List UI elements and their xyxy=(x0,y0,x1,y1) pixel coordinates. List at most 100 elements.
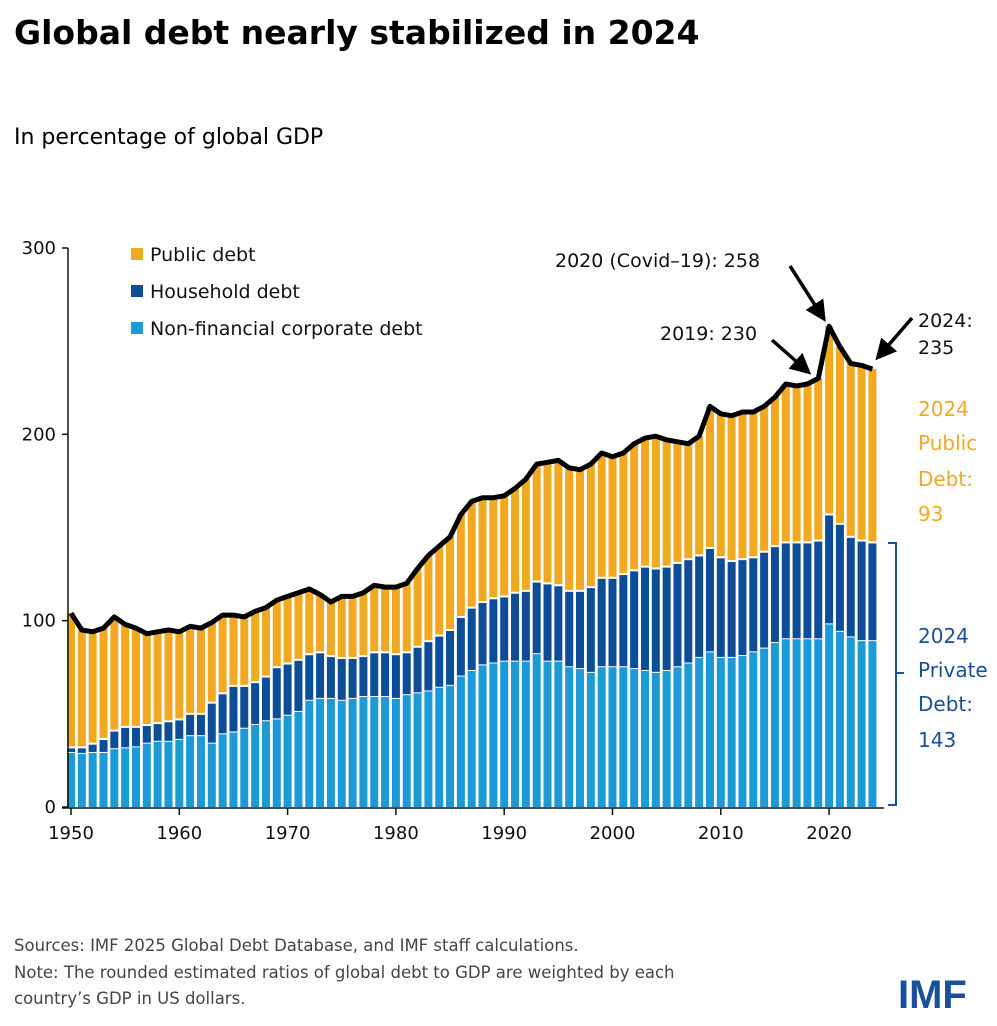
private-label-line: 2024 xyxy=(918,624,969,648)
bar-corporate-1973 xyxy=(316,698,325,807)
bar-household-2015 xyxy=(770,547,779,643)
bar-corporate-1998 xyxy=(586,672,595,807)
bar-corporate-1963 xyxy=(207,743,216,807)
bar-household-1959 xyxy=(164,722,173,741)
private-label-value: 143 xyxy=(918,728,956,752)
arrow-covid xyxy=(788,265,826,322)
bar-corporate-2014 xyxy=(760,648,769,807)
legend-swatch-public xyxy=(131,248,143,260)
bar-public-2023 xyxy=(857,365,866,540)
bar-corporate-2010 xyxy=(716,657,725,807)
bar-public-1955 xyxy=(121,624,130,726)
bar-household-2009 xyxy=(705,548,714,652)
bar-corporate-2023 xyxy=(857,641,866,807)
footer-note: Note: The rounded estimated ratios of gl… xyxy=(14,963,675,982)
bar-household-1960 xyxy=(175,720,184,739)
bar-household-2021 xyxy=(835,524,844,631)
bar-household-2023 xyxy=(857,541,866,641)
bar-public-1966 xyxy=(240,616,249,685)
bar-corporate-2017 xyxy=(792,639,801,807)
bar-corporate-1979 xyxy=(381,697,390,807)
bar-public-1957 xyxy=(142,633,151,725)
bar-household-2007 xyxy=(684,560,693,663)
bar-corporate-2015 xyxy=(770,643,779,807)
bar-corporate-1972 xyxy=(305,700,314,807)
bar-household-1978 xyxy=(370,653,379,697)
bar-public-1959 xyxy=(164,629,173,721)
public-debt-label: 2024 Public Debt: 93 xyxy=(918,397,977,526)
bar-household-2005 xyxy=(662,567,671,670)
bar-household-1961 xyxy=(186,714,195,736)
y-tick-label: 300 xyxy=(22,238,56,259)
public-label-line: Debt: xyxy=(918,467,973,491)
bar-public-1954 xyxy=(110,616,119,730)
arrow-2019 xyxy=(770,338,812,375)
bar-public-2003 xyxy=(640,438,649,566)
bar-household-1995 xyxy=(554,586,563,661)
bar-household-1967 xyxy=(251,683,260,725)
bar-corporate-2002 xyxy=(630,669,639,807)
y-tick-label: 100 xyxy=(22,611,56,632)
bar-public-1986 xyxy=(456,514,465,616)
bar-public-2002 xyxy=(630,443,639,570)
bar-corporate-1976 xyxy=(348,698,357,807)
chart-title: Global debt nearly stabilized in 2024 xyxy=(14,13,699,52)
bar-household-2022 xyxy=(846,537,855,637)
bar-corporate-1987 xyxy=(467,670,476,807)
bar-household-1954 xyxy=(110,731,119,749)
bar-corporate-1956 xyxy=(131,747,140,807)
bar-public-2021 xyxy=(835,346,844,523)
bar-public-1976 xyxy=(348,596,357,657)
bar-public-2016 xyxy=(781,384,790,542)
bar-public-1978 xyxy=(370,585,379,652)
bar-corporate-1969 xyxy=(272,719,281,807)
bar-public-1951 xyxy=(77,629,86,747)
bar-public-1982 xyxy=(413,568,422,646)
bar-public-1965 xyxy=(229,615,238,685)
bar-household-1970 xyxy=(283,664,292,715)
total-debt-line xyxy=(68,323,874,637)
bar-corporate-1962 xyxy=(196,736,205,807)
bar-corporate-1957 xyxy=(142,743,151,807)
annotation-covid: 2020 (Covid–19): 258 xyxy=(555,250,760,272)
bar-public-2006 xyxy=(673,441,682,562)
bar-corporate-2003 xyxy=(640,670,649,807)
bar-household-1985 xyxy=(446,630,455,685)
bar-corporate-1985 xyxy=(446,685,455,807)
bar-public-2012 xyxy=(738,411,747,559)
legend-household: Household debt xyxy=(150,281,300,303)
bar-public-1950 xyxy=(67,613,75,747)
legend-corporate: Non-financial corporate debt xyxy=(150,318,423,340)
bar-corporate-1990 xyxy=(500,661,509,807)
x-tick-label: 1980 xyxy=(373,823,419,844)
bar-corporate-2020 xyxy=(825,624,834,807)
bar-household-1984 xyxy=(435,636,444,687)
bar-household-1980 xyxy=(391,655,400,698)
bar-corporate-1996 xyxy=(565,667,574,807)
bar-corporate-1966 xyxy=(240,728,249,807)
bar-public-1998 xyxy=(586,464,595,587)
bar-corporate-2013 xyxy=(749,652,758,807)
bar-public-2010 xyxy=(716,413,725,557)
bar-household-1989 xyxy=(489,599,498,663)
bar-corporate-1982 xyxy=(413,693,422,807)
bar-household-1951 xyxy=(77,748,86,753)
bar-corporate-1970 xyxy=(283,715,292,807)
bar-public-1987 xyxy=(467,501,476,607)
bar-corporate-1974 xyxy=(326,698,335,807)
bar-corporate-2006 xyxy=(673,667,682,807)
footer-note-cont: country’s GDP in US dollars. xyxy=(14,989,245,1008)
bar-household-2011 xyxy=(727,562,736,657)
bars xyxy=(67,326,877,807)
bar-household-1957 xyxy=(142,726,151,743)
bar-household-1999 xyxy=(597,578,606,667)
bar-household-1992 xyxy=(521,591,530,661)
bar-household-1982 xyxy=(413,647,422,693)
bar-corporate-2021 xyxy=(835,631,844,807)
bar-corporate-1955 xyxy=(121,748,130,807)
bar-corporate-1983 xyxy=(424,691,433,807)
bar-household-2018 xyxy=(803,543,812,639)
bar-household-1993 xyxy=(532,582,541,654)
bar-public-1997 xyxy=(576,469,585,590)
bar-household-1969 xyxy=(272,668,281,719)
